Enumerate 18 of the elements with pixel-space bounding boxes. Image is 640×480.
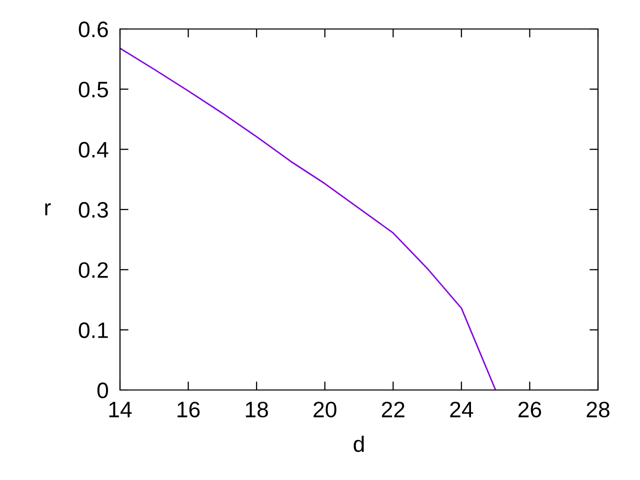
x-tick-label: 16 xyxy=(178,402,200,418)
line-series xyxy=(120,48,496,390)
y-tick-label: 0 xyxy=(97,382,108,398)
x-tick-label: 24 xyxy=(450,402,474,418)
x-tick-label: 26 xyxy=(518,402,542,418)
y-axis-title: r xyxy=(45,203,51,216)
y-tick-label: 0.1 xyxy=(78,322,108,338)
x-axis-title: d xyxy=(354,436,364,452)
x-tick-label: 14 xyxy=(109,402,132,418)
x-tick-label: 20 xyxy=(314,402,336,418)
x-tick-label: 18 xyxy=(246,402,268,418)
y-tick-label: 0.3 xyxy=(78,202,108,218)
y-tick-label: 0.5 xyxy=(78,82,108,98)
y-tick-label: 0.2 xyxy=(78,262,108,278)
x-tick-label: 28 xyxy=(586,402,610,418)
x-tick-label: 22 xyxy=(382,402,404,418)
y-tick-label: 0.4 xyxy=(78,142,108,158)
y-tick-label: 0.6 xyxy=(78,22,108,38)
